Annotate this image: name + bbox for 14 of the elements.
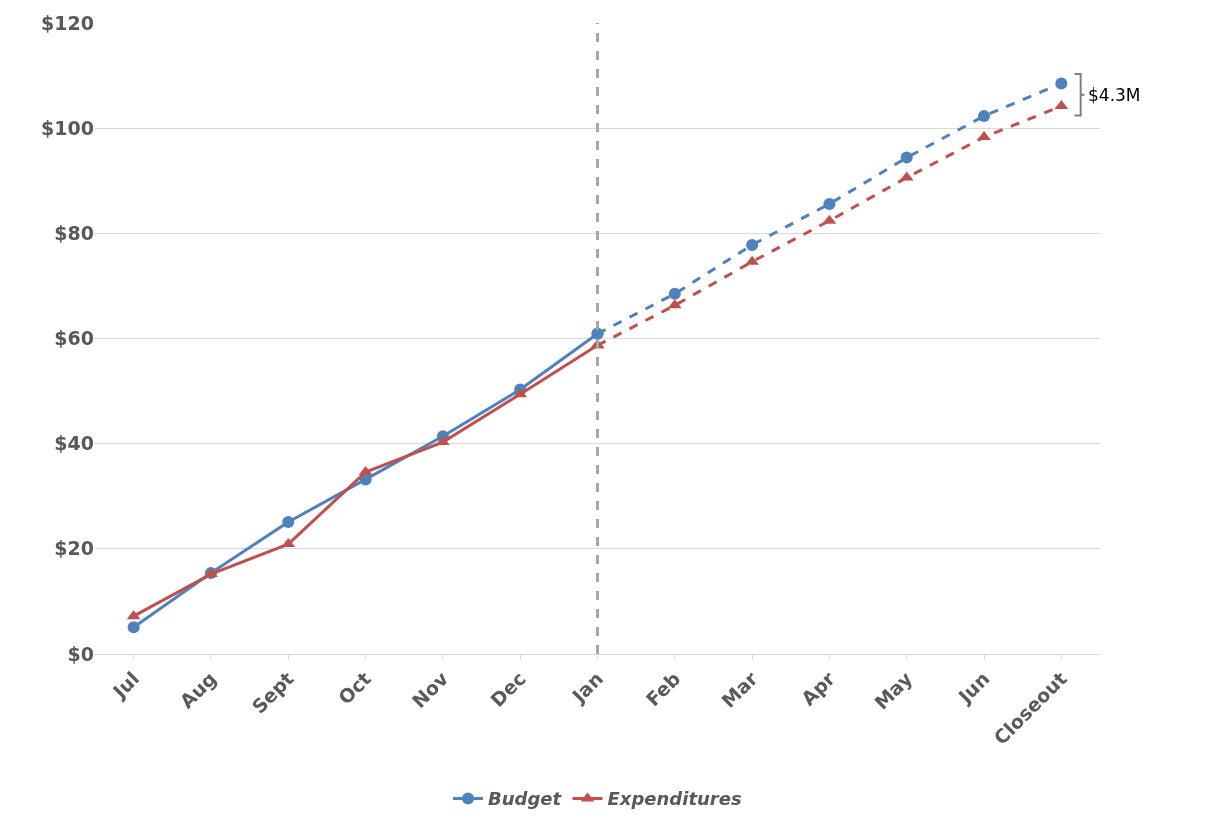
legend-label: Expenditures: [607, 788, 742, 810]
x-tick-label: Jul: [107, 667, 144, 704]
x-tick-label: Feb: [641, 667, 685, 711]
annotation: $4.3M: [1088, 85, 1141, 105]
y-tick-label: $0: [67, 642, 94, 665]
y-tick-label: $120: [41, 11, 94, 34]
y-tick-label: $20: [54, 537, 94, 560]
y-tick-label: $60: [54, 327, 94, 350]
y-tick-label: $100: [41, 116, 94, 139]
y-tick-label: $80: [54, 221, 94, 244]
legend-label: Budget: [488, 788, 563, 810]
x-tick-label: Oct: [333, 667, 376, 709]
x-tick-label: Jan: [566, 667, 608, 708]
y-tick-label: $40: [54, 432, 94, 455]
